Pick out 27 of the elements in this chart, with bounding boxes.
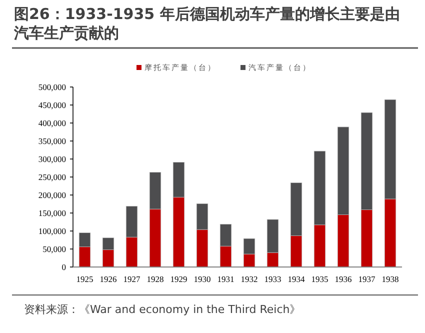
y-tick-label: 100,000	[38, 226, 66, 236]
x-tick-label: 1935	[311, 274, 328, 284]
y-tick-label: 350,000	[38, 136, 66, 146]
x-tick-label: 1934	[288, 274, 306, 284]
title: 图26：1933-1935 年后德国机动车产量的增长主要是由汽车生产贡献的	[14, 5, 400, 42]
x-tick-label: 1938	[382, 274, 399, 284]
y-tick-label: 150,000	[38, 208, 66, 218]
x-tick-label: 1925	[76, 274, 94, 284]
y-tick-label: 300,000	[38, 154, 66, 164]
x-tick-label: 1932	[240, 274, 258, 284]
x-tick-label: 1927	[123, 274, 140, 284]
y-tick-label: 50,000	[42, 244, 66, 254]
y-tick-label: 500,000	[38, 82, 66, 92]
x-tick-label: 1929	[170, 274, 188, 284]
y-tick-label: 200,000	[38, 190, 66, 200]
x-tick-label: 1926	[100, 274, 117, 284]
x-tick-label: 1933	[264, 274, 282, 284]
y-tick-label: 250,000	[38, 172, 66, 182]
text: 资料来源：《War and economy in the Third Reich》	[24, 303, 301, 316]
x-tick-label: 1928	[146, 274, 164, 284]
x-tick-label: 1936	[334, 274, 352, 284]
x-tick-label: 1937	[358, 274, 376, 284]
x-tick-label: 1931	[217, 274, 234, 284]
y-tick-label: 0	[62, 262, 66, 272]
x-tick-label: 1930	[194, 274, 211, 284]
y-tick-label: 450,000	[38, 100, 66, 110]
y-tick-label: 400,000	[38, 118, 66, 128]
